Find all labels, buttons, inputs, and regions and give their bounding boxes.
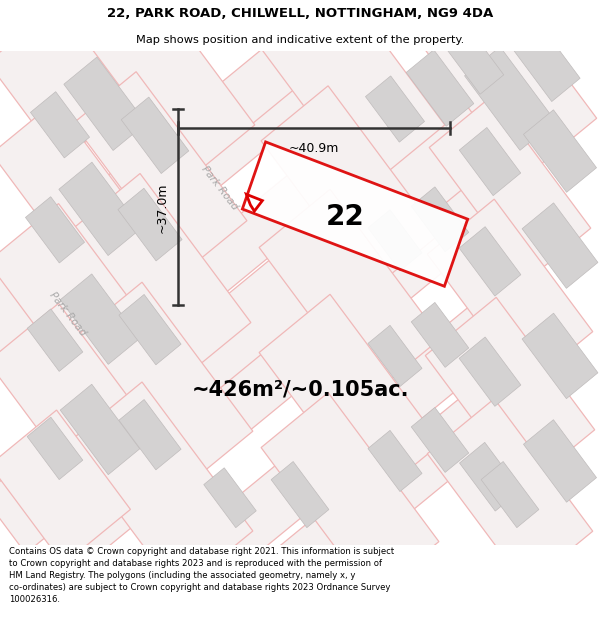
Polygon shape [59, 162, 141, 256]
Polygon shape [67, 382, 253, 592]
Polygon shape [368, 326, 422, 386]
Polygon shape [0, 303, 133, 461]
Polygon shape [424, 0, 596, 180]
Polygon shape [406, 50, 474, 126]
Polygon shape [427, 399, 593, 586]
Polygon shape [64, 57, 146, 151]
Polygon shape [0, 42, 577, 554]
Polygon shape [411, 187, 469, 252]
Text: Park Road: Park Road [200, 164, 240, 212]
Polygon shape [67, 282, 253, 492]
Text: ~426m²/~0.105ac.: ~426m²/~0.105ac. [191, 379, 409, 399]
Polygon shape [425, 298, 595, 488]
Polygon shape [31, 92, 89, 158]
Polygon shape [204, 468, 256, 528]
Polygon shape [459, 337, 521, 406]
Polygon shape [261, 392, 439, 597]
Polygon shape [460, 442, 520, 511]
Polygon shape [522, 203, 598, 288]
Text: 22, PARK ROAD, CHILWELL, NOTTINGHAM, NG9 4DA: 22, PARK ROAD, CHILWELL, NOTTINGHAM, NG9… [107, 8, 493, 21]
Polygon shape [47, 265, 553, 625]
Polygon shape [522, 313, 598, 399]
Polygon shape [47, 349, 553, 625]
Text: Map shows position and indicative extent of the property.: Map shows position and indicative extent… [136, 35, 464, 45]
Polygon shape [459, 227, 521, 296]
Text: ~40.9m: ~40.9m [289, 142, 339, 156]
Polygon shape [48, 141, 552, 571]
Polygon shape [261, 86, 439, 290]
Polygon shape [481, 461, 539, 528]
Polygon shape [119, 399, 181, 470]
Polygon shape [0, 4, 133, 161]
Polygon shape [73, 72, 247, 272]
Polygon shape [25, 197, 85, 263]
Polygon shape [368, 431, 422, 491]
Polygon shape [368, 210, 422, 271]
Text: Contains OS data © Crown copyright and database right 2021. This information is : Contains OS data © Crown copyright and d… [9, 548, 394, 604]
Polygon shape [121, 97, 189, 174]
Polygon shape [118, 188, 182, 261]
Polygon shape [446, 29, 504, 94]
Text: Park Road: Park Road [48, 290, 88, 338]
Polygon shape [271, 461, 329, 528]
Polygon shape [523, 420, 596, 502]
Polygon shape [429, 96, 591, 280]
Polygon shape [48, 0, 552, 266]
Polygon shape [259, 189, 441, 396]
Polygon shape [510, 22, 580, 101]
Polygon shape [48, 0, 552, 413]
Polygon shape [60, 384, 140, 474]
Polygon shape [65, 0, 255, 189]
Polygon shape [0, 7, 368, 453]
Polygon shape [0, 204, 133, 361]
Polygon shape [259, 294, 441, 501]
Polygon shape [459, 127, 521, 196]
Polygon shape [0, 102, 128, 253]
Polygon shape [119, 294, 181, 365]
Polygon shape [69, 174, 251, 381]
Polygon shape [411, 408, 469, 472]
Polygon shape [411, 302, 469, 368]
Text: 22: 22 [326, 203, 364, 231]
Polygon shape [464, 47, 556, 151]
Polygon shape [60, 274, 140, 364]
Text: ~37.0m: ~37.0m [155, 182, 169, 232]
Polygon shape [255, 0, 445, 189]
Polygon shape [523, 110, 596, 192]
Polygon shape [427, 199, 593, 387]
Polygon shape [27, 417, 83, 479]
Polygon shape [0, 410, 130, 564]
Polygon shape [365, 76, 425, 142]
Polygon shape [247, 194, 262, 211]
Polygon shape [242, 142, 467, 286]
Polygon shape [27, 309, 83, 371]
